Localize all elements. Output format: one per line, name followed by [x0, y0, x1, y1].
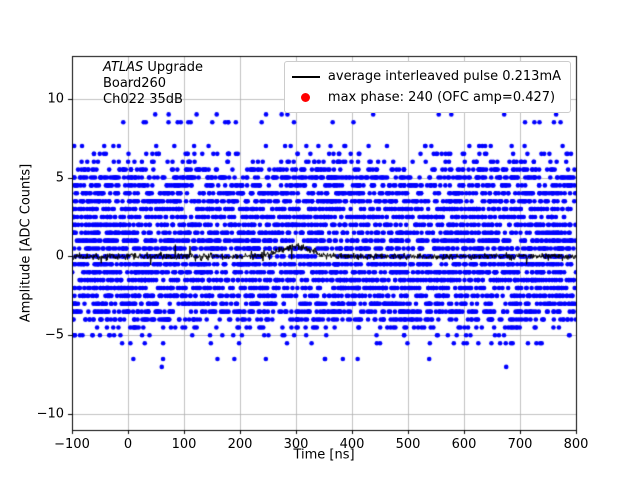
legend-label-maxphase: max phase: 240 (OFC amp=0.427) — [327, 90, 556, 105]
x-tick-label: −100 — [54, 437, 90, 452]
x-tick-label: 600 — [451, 437, 477, 452]
plot-annotation: ATLAS Upgrade Board260 Ch022 35dB — [103, 60, 203, 108]
legend: average interleaved pulse 0.213mA max ph… — [283, 61, 571, 113]
annotation-channel: Ch022 35dB — [103, 92, 183, 107]
x-tick-label: 700 — [507, 437, 533, 452]
legend-entry-maxphase: max phase: 240 (OFC amp=0.427) — [292, 87, 561, 108]
annotation-line-1: ATLAS Upgrade — [103, 60, 203, 76]
x-tick-label: 300 — [283, 437, 309, 452]
y-axis-label: Amplitude [ADC Counts] — [18, 163, 34, 323]
red-dot-icon — [301, 93, 311, 102]
black-line-icon — [291, 75, 320, 78]
y-tick-label: 5 — [55, 170, 64, 185]
x-tick-label: 500 — [395, 437, 421, 452]
x-tick-label: 800 — [563, 437, 589, 452]
x-tick-label: 100 — [171, 437, 197, 452]
y-tick-label: 0 — [55, 248, 64, 264]
x-tick-label: 400 — [339, 437, 365, 452]
annotation-experiment: ATLAS — [103, 60, 144, 75]
y-tick-label: 10 — [47, 91, 64, 107]
x-tick-label: 200 — [227, 437, 253, 452]
legend-entry-pulse: average interleaved pulse 0.213mA — [291, 66, 561, 87]
y-tick-label: −10 — [36, 406, 64, 422]
legend-label-pulse: average interleaved pulse 0.213mA — [327, 69, 561, 84]
x-tick-label: 0 — [123, 437, 133, 452]
legend-line-marker — [291, 75, 320, 78]
annotation-upgrade: Upgrade — [143, 60, 203, 75]
annotation-board: Board260 — [103, 76, 167, 91]
y-tick-label: −5 — [44, 327, 64, 343]
legend-dot-marker — [292, 93, 320, 102]
x-axis-label: Time [ns] — [293, 447, 355, 463]
